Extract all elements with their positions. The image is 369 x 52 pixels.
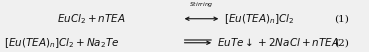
- Text: $\mathit{Stirring}$: $\mathit{Stirring}$: [189, 0, 214, 10]
- Text: (2): (2): [334, 38, 349, 47]
- Text: $\mathit{EuTe{\downarrow}+2NaCl+nTEA}$: $\mathit{EuTe{\downarrow}+2NaCl+nTEA}$: [217, 37, 340, 48]
- Text: $\mathit{[Eu(TEA)_n]Cl_2 + Na_2Te}$: $\mathit{[Eu(TEA)_n]Cl_2 + Na_2Te}$: [4, 36, 119, 50]
- Text: (1): (1): [334, 14, 349, 23]
- Text: $\mathit{EuCl_2 + nTEA}$: $\mathit{EuCl_2 + nTEA}$: [57, 12, 126, 26]
- Text: $\mathit{[Eu(TEA)_n]Cl_2}$: $\mathit{[Eu(TEA)_n]Cl_2}$: [224, 12, 294, 26]
